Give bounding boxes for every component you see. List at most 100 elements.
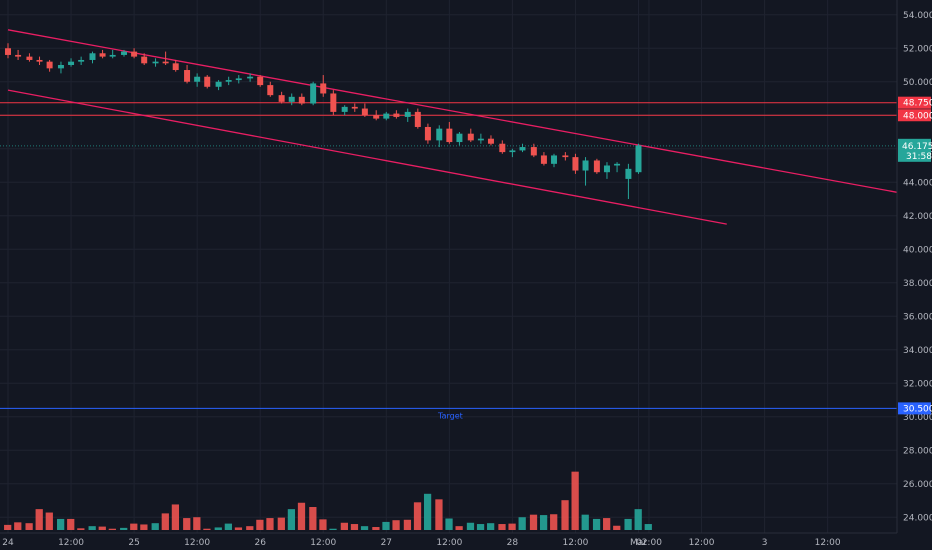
volume-bar (476, 524, 485, 530)
volume-bar (455, 526, 463, 530)
candle-body (414, 111, 421, 127)
volume-bar (624, 518, 632, 530)
price-lines[interactable]: Target (0, 102, 897, 421)
candle-body (215, 81, 222, 87)
volume-bar (372, 527, 380, 530)
price-tick-label: 42.000 (903, 212, 932, 222)
volume-bar (561, 500, 569, 530)
candle-body (446, 128, 453, 143)
candle-body (121, 51, 128, 55)
price-axis[interactable]: 54.00052.00050.00048.00046.00044.00042.0… (896, 0, 932, 550)
candle-body (267, 85, 274, 96)
volume-bar (120, 527, 128, 530)
volume-bar (98, 526, 106, 530)
volume-bar (4, 524, 12, 530)
candle-body (184, 70, 191, 82)
volume-bar (613, 525, 621, 530)
price-tick-label: 38.000 (903, 279, 932, 289)
candle-body (194, 76, 201, 82)
price-tick-label: 28.000 (903, 446, 932, 456)
volume-bar (592, 518, 601, 530)
candle-body (351, 106, 358, 109)
volume-bar (423, 493, 432, 530)
candle-body (509, 150, 516, 153)
volume-bar (130, 523, 138, 530)
candle-body (572, 157, 579, 171)
candle-body (152, 61, 159, 64)
volume-bars (4, 471, 652, 530)
volume-bar (151, 523, 159, 530)
time-tick-label: 12:00 (562, 538, 588, 548)
candle-body (467, 133, 474, 141)
candle-body (288, 96, 295, 102)
volume-bar (413, 502, 422, 530)
candle-body (593, 160, 600, 173)
candle-body (373, 115, 380, 119)
candle-body (393, 113, 400, 117)
candles (5, 43, 642, 199)
price-line-badge-label: 48.000 (903, 111, 932, 121)
candle-body (247, 76, 254, 79)
candle-body (530, 147, 537, 156)
volume-bar (14, 522, 22, 530)
candle-body (78, 59, 85, 62)
time-tick-label: 12:00 (689, 538, 715, 548)
candle-body (424, 126, 431, 141)
time-axis[interactable]: 24 12:00 25 12:00 26 12:00 27 12:00 28 12:00 Mar02… (0, 532, 932, 550)
volume-bar (297, 502, 306, 530)
time-tick-label: 26 (254, 538, 266, 548)
volume-bar (266, 518, 274, 530)
volume-bar (329, 528, 337, 530)
volume-bar (224, 523, 232, 530)
volume-bar (360, 526, 369, 530)
price-tick-label: 52.000 (903, 44, 932, 54)
candle-body (361, 108, 368, 116)
candle-body (635, 145, 642, 173)
last-price-label: 46.175 (902, 142, 932, 152)
candle-body (5, 48, 11, 55)
candle-body (519, 147, 526, 151)
time-tick-label: 25 (128, 538, 139, 548)
volume-bar (539, 515, 548, 530)
price-line-badge (898, 96, 931, 109)
volume-bar (350, 524, 359, 530)
volume-bar (88, 526, 96, 530)
candle-body (89, 53, 96, 60)
volume-bar (550, 514, 558, 530)
target-label: Target (437, 411, 463, 420)
volume-bar (35, 509, 43, 530)
volume-bar (25, 523, 33, 530)
candle-body (614, 163, 621, 166)
volume-bar (644, 524, 652, 530)
candle-body (15, 54, 22, 57)
volume-bar (57, 518, 65, 530)
price-tick-label: 26.000 (903, 480, 932, 490)
candle-body (540, 155, 547, 164)
price-tick-label: 50.000 (903, 78, 932, 88)
price-line-badge-label: 48.750 (903, 99, 932, 109)
candle-body (551, 155, 558, 164)
candle-body (456, 133, 463, 143)
volume-bar (392, 520, 400, 530)
volume-bar (403, 519, 412, 530)
volume-bar (529, 514, 538, 530)
volume-bar (518, 517, 526, 530)
trendlines[interactable] (7, 29, 898, 225)
volume-bar (309, 507, 317, 530)
candle-body (320, 83, 327, 94)
candle-body (562, 155, 569, 158)
volume-bar (67, 518, 75, 530)
candle-body (26, 56, 33, 60)
time-tick-label: 12:00 (310, 538, 336, 548)
time-tick-label: Mar (630, 538, 647, 548)
volume-bar (498, 524, 506, 530)
volume-bar (193, 517, 201, 530)
time-axis-background (0, 533, 932, 550)
volume-bar (256, 519, 264, 530)
candle-body (172, 63, 179, 71)
volume-bar (246, 526, 254, 530)
candle-body (310, 83, 317, 104)
volume-bar (340, 522, 348, 530)
